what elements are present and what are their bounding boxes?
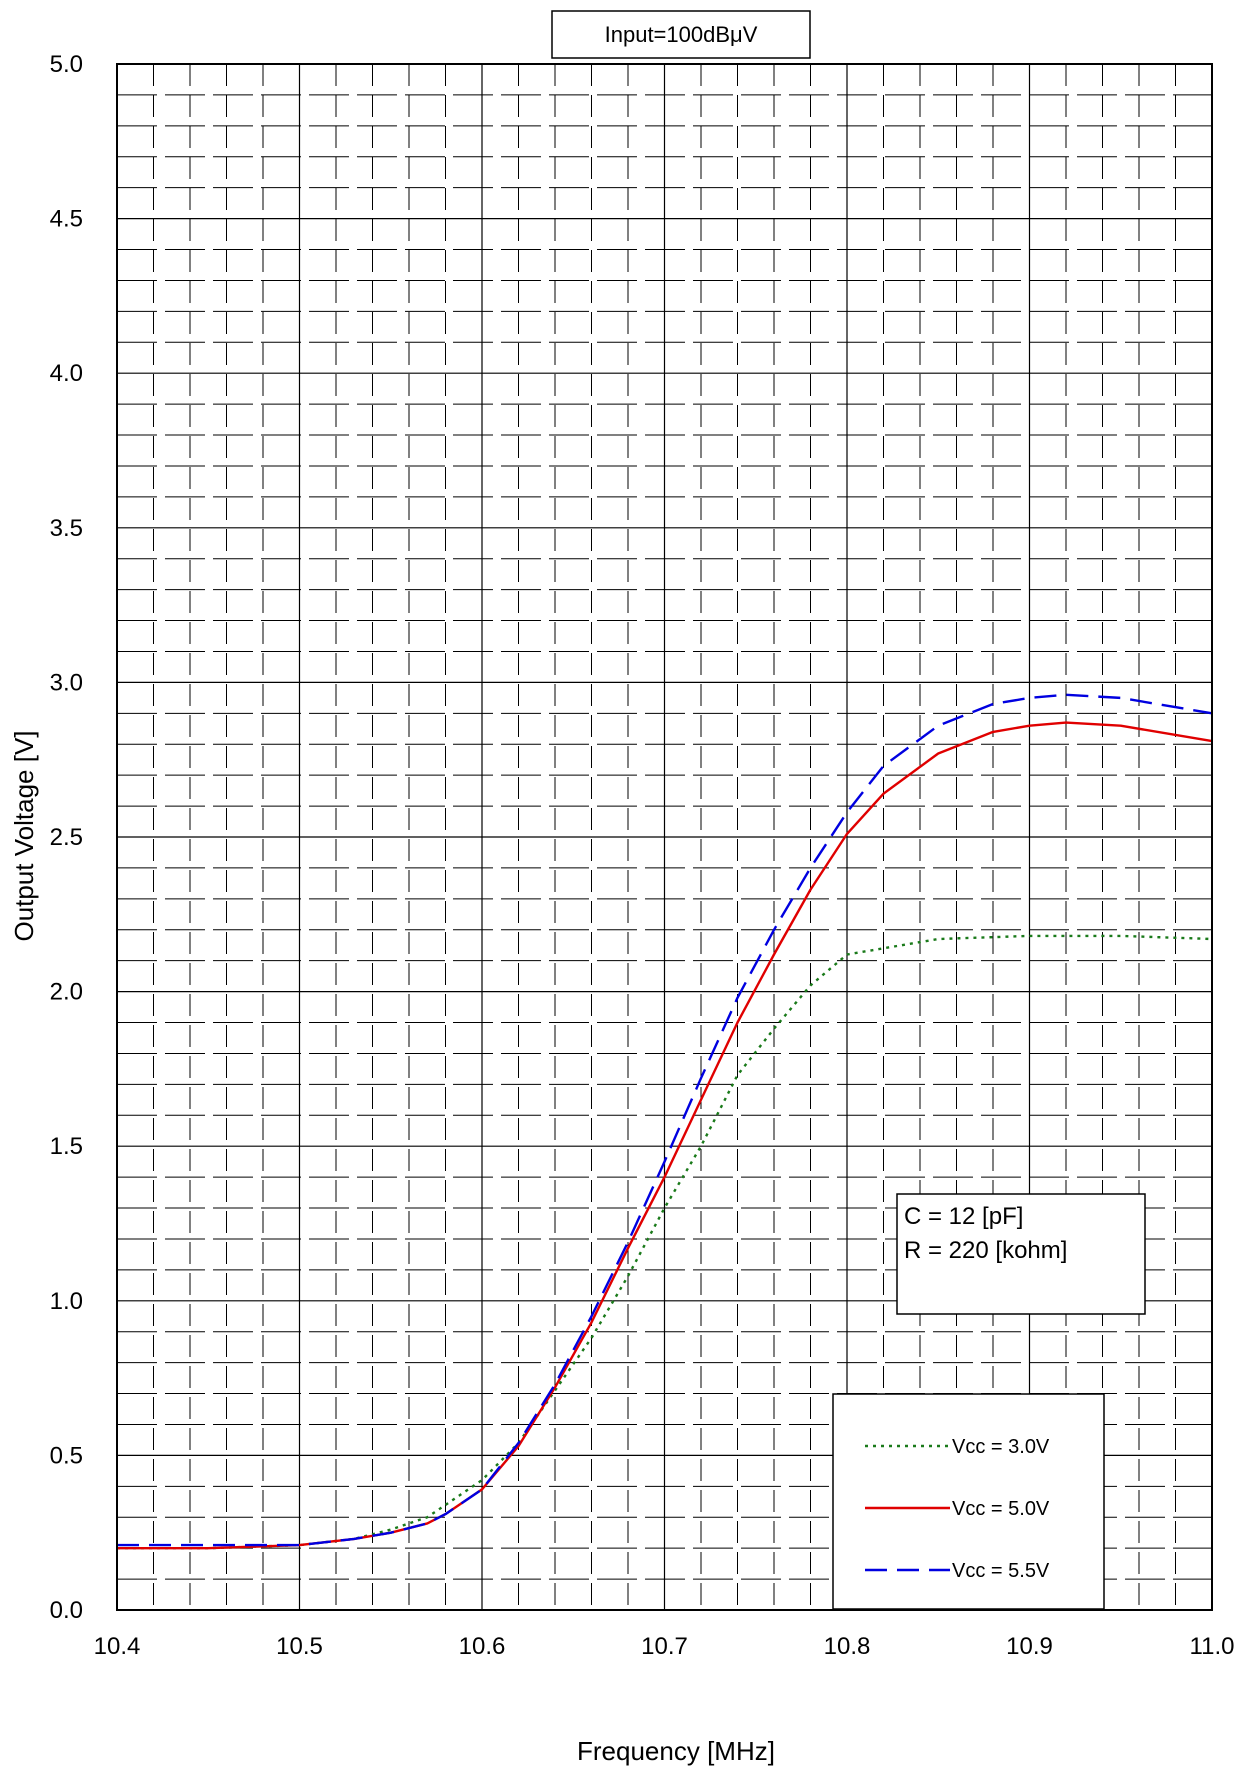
x-tick-label: 10.7 [641, 1633, 688, 1660]
legend-label: Vcc = 5.5V [952, 1560, 1050, 1582]
chart-title: Input=100dBμV [605, 22, 758, 47]
y-tick-label: 2.5 [50, 824, 83, 851]
x-tick-label: 10.5 [276, 1633, 323, 1660]
y-tick-label: 2.0 [50, 979, 83, 1006]
legend-label: Vcc = 5.0V [952, 1498, 1050, 1520]
y-tick-labels: 0.0 0.5 1.0 1.5 2.0 2.5 3.0 3.5 4.0 4.5 5.0 [50, 51, 83, 1624]
y-tick-label: 4.5 [50, 206, 83, 233]
y-tick-label: 3.5 [50, 515, 83, 542]
annotation-box [896, 1193, 1146, 1315]
x-axis-title: Frequency [MHz] [577, 1736, 775, 1766]
x-tick-labels: 10.4 10.5 10.6 10.7 10.8 10.9 11.0 [94, 1633, 1235, 1660]
x-tick-label: 10.8 [824, 1633, 871, 1660]
grid [117, 64, 1212, 1610]
title-box [551, 10, 811, 59]
legend-box [832, 1393, 1105, 1610]
y-tick-label: 5.0 [50, 51, 83, 78]
x-tick-label: 10.6 [459, 1633, 506, 1660]
series-layer [117, 693, 1213, 1550]
x-tick-label: 10.4 [94, 1633, 141, 1660]
y-tick-label: 1.0 [50, 1288, 83, 1315]
legend-label: Vcc = 3.0V [952, 1436, 1050, 1458]
series-line-0 [117, 934, 1213, 1550]
x-tick-label: 11.0 [1190, 1633, 1235, 1660]
y-tick-label: 3.0 [50, 669, 83, 696]
y-tick-label: 0.0 [50, 1597, 83, 1624]
series-line-2 [117, 693, 1213, 1547]
y-tick-label: 1.5 [50, 1133, 83, 1160]
annotation-capacitance: C = 12 [pF] [904, 1203, 1023, 1230]
plot-frame [116, 63, 1213, 1611]
legend: Vcc = 3.0V Vcc = 5.0V Vcc = 5.5V [865, 1436, 1050, 1582]
y-tick-label: 0.5 [50, 1442, 83, 1469]
annotation-resistance: R = 220 [kohm] [904, 1237, 1067, 1264]
x-tick-label: 10.9 [1006, 1633, 1053, 1660]
y-axis-title: Output Voltage [V] [9, 730, 39, 941]
y-tick-label: 4.0 [50, 360, 83, 387]
